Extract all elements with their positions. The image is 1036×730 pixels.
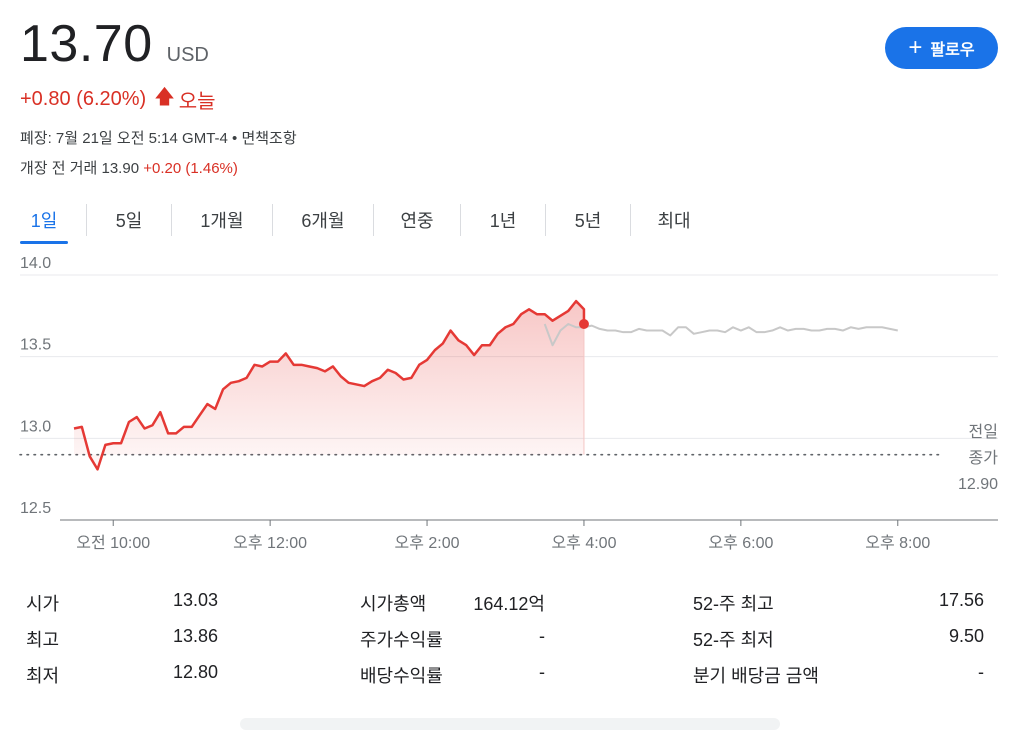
previous-close-label: 전일 bbox=[969, 423, 998, 441]
stat-label: 주가수익률 bbox=[360, 630, 443, 650]
change-period: 오늘 bbox=[178, 90, 216, 113]
previous-close-label: 종가 bbox=[969, 449, 999, 467]
time-range-tabs: 1일 5일 1개월 6개월 연중 1년 5년 최대 bbox=[20, 200, 717, 244]
tab-1y[interactable]: 1년 bbox=[489, 211, 517, 231]
follow-button[interactable]: + 팔로우 bbox=[885, 27, 998, 69]
stat-value: 13.03 bbox=[172, 590, 218, 610]
stat-label: 시가총액 bbox=[360, 594, 427, 614]
tab-divider bbox=[272, 204, 273, 236]
tab-divider bbox=[171, 204, 172, 236]
x-tick-label: 오후 12:00 bbox=[233, 534, 307, 552]
stat-value: 9.50 bbox=[948, 626, 984, 646]
tab-ytd[interactable]: 연중 bbox=[400, 211, 434, 231]
arrow-up-icon: 🡅 bbox=[154, 86, 175, 108]
stat-value: - bbox=[539, 662, 545, 682]
stat-label: 최저 bbox=[26, 666, 60, 686]
y-tick-label: 13.0 bbox=[20, 418, 51, 435]
tab-6m[interactable]: 6개월 bbox=[301, 211, 345, 231]
bottom-scrollbar[interactable] bbox=[240, 718, 780, 730]
tab-max[interactable]: 최대 bbox=[657, 211, 691, 231]
premarket-change: +0.20 (1.46%) bbox=[143, 160, 238, 177]
x-tick-label: 오후 8:00 bbox=[865, 534, 930, 552]
tab-divider bbox=[545, 204, 546, 236]
tab-1d[interactable]: 1일 bbox=[20, 200, 68, 244]
x-tick-label: 오전 10:00 bbox=[76, 534, 150, 552]
stat-value: - bbox=[978, 662, 984, 682]
last-price-point bbox=[578, 319, 589, 329]
tab-divider bbox=[460, 204, 461, 236]
price-change-row: +0.80 (6.20%) 🡅 오늘 bbox=[20, 82, 216, 116]
stat-label: 최고 bbox=[26, 630, 60, 650]
premarket-label: 개장 전 거래 13.90 bbox=[20, 160, 140, 177]
stat-value: 17.56 bbox=[938, 590, 984, 610]
premarket-row: 개장 전 거래 13.90 +0.20 (1.46%) bbox=[20, 157, 238, 178]
x-tick-label: 오후 6:00 bbox=[708, 534, 773, 552]
stat-value: 164.12억 bbox=[473, 594, 545, 614]
previous-close-label: 12.90 bbox=[958, 476, 998, 493]
stat-label: 52-주 최고 bbox=[693, 594, 774, 614]
after-hours-line bbox=[543, 323, 898, 347]
stat-value: 12.80 bbox=[172, 662, 218, 682]
y-tick-label: 12.5 bbox=[20, 500, 51, 517]
y-tick-label: 14.0 bbox=[20, 255, 51, 272]
price-row: 13.70 USD bbox=[20, 14, 209, 74]
price-line bbox=[73, 299, 586, 471]
stat-label: 52-주 최저 bbox=[693, 630, 774, 650]
tab-5y[interactable]: 5년 bbox=[574, 211, 602, 231]
stat-value: - bbox=[539, 626, 545, 646]
price-change: +0.80 (6.20%) bbox=[20, 87, 147, 110]
tab-5d[interactable]: 5일 bbox=[115, 211, 143, 231]
current-price: 13.70 bbox=[20, 15, 153, 73]
tab-1m[interactable]: 1개월 bbox=[200, 211, 244, 231]
tab-divider bbox=[630, 204, 631, 236]
price-area-fill bbox=[74, 301, 584, 470]
y-tick-label: 13.5 bbox=[20, 337, 51, 354]
tab-divider bbox=[86, 204, 87, 236]
stat-label: 시가 bbox=[26, 594, 60, 614]
plus-icon: + bbox=[908, 34, 923, 61]
stat-label: 배당수익률 bbox=[360, 666, 443, 686]
x-tick-label: 오후 2:00 bbox=[395, 534, 460, 552]
market-status: 폐장: 7월 21일 오전 5:14 GMT-4 • 면책조항 bbox=[20, 130, 297, 147]
currency-label: USD bbox=[166, 44, 209, 66]
stat-value: 13.86 bbox=[172, 626, 218, 646]
x-tick-label: 오후 4:00 bbox=[551, 534, 616, 552]
tab-divider bbox=[373, 204, 374, 236]
follow-label: 팔로우 bbox=[930, 42, 975, 59]
stat-label: 분기 배당금 금액 bbox=[693, 666, 819, 686]
